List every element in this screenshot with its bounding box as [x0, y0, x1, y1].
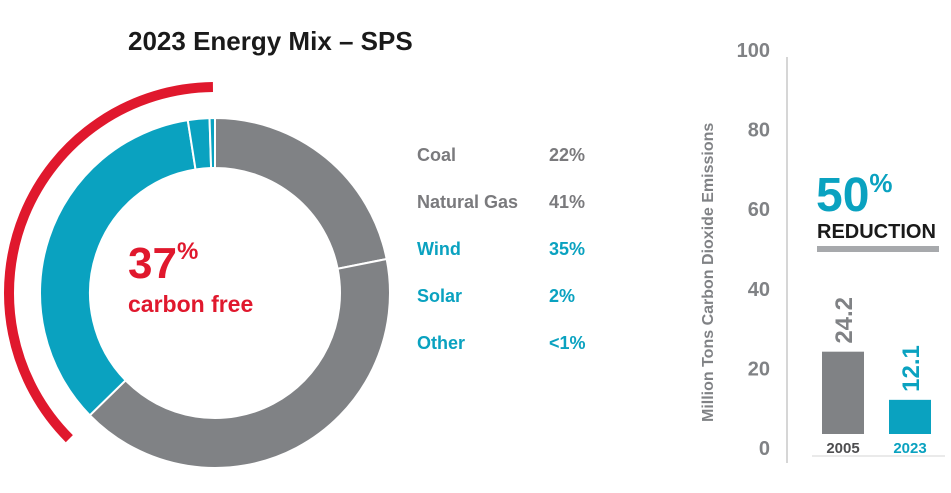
- legend-value-solar: 2%: [549, 286, 576, 306]
- legend-value-wind: 35%: [549, 239, 586, 259]
- y-tick-label: 0: [759, 438, 770, 460]
- carbon-free-unit: %: [176, 238, 199, 265]
- legend-label-natural-gas: Natural Gas: [417, 192, 519, 212]
- legend-value-coal: 22%: [549, 145, 586, 165]
- y-tick-label: 40: [748, 279, 770, 301]
- legend-label-coal: Coal: [417, 145, 457, 165]
- chart-title: 2023 Energy Mix – SPS: [128, 26, 413, 56]
- bar-2005: [822, 351, 864, 434]
- y-tick-label: 80: [748, 120, 770, 142]
- reduction-value: 50: [816, 169, 870, 222]
- reduction-divider: [817, 246, 939, 252]
- y-axis-label: Million Tons Carbon Dioxide Emissions: [700, 122, 717, 422]
- donut-slice-coal: [214, 116, 388, 270]
- x-category-label: 2005: [826, 440, 859, 457]
- donut-slice-natural-gas: [88, 257, 391, 469]
- donut-slice-wind: [39, 118, 197, 417]
- y-tick-label: 100: [737, 40, 770, 62]
- legend-label-wind: Wind: [417, 239, 461, 259]
- legend-value-other: <1%: [549, 333, 586, 353]
- legend-label-other: Other: [417, 333, 466, 353]
- donut-slice-other: [208, 116, 216, 170]
- carbon-free-label: carbon free: [128, 291, 254, 317]
- carbon-free-percent: 37%: [128, 239, 198, 288]
- carbon-free-arc: [4, 82, 213, 443]
- y-tick-label: 20: [748, 358, 770, 380]
- reduction-label: REDUCTION: [817, 221, 936, 243]
- energy-mix-donut: [4, 82, 391, 469]
- reduction-percent: 50%: [816, 169, 893, 222]
- legend-label-solar: Solar: [417, 286, 463, 306]
- carbon-free-value: 37: [128, 239, 177, 288]
- emissions-bar-chart: 0 20 40 60 80 100 24.2 2005 12.1 2023: [737, 40, 945, 463]
- y-tick-label: 60: [748, 199, 770, 221]
- bar-2023: [889, 399, 931, 434]
- bar-value-label: 24.2: [831, 297, 858, 344]
- legend-value-natural-gas: 41%: [549, 192, 586, 212]
- reduction-unit: %: [869, 168, 893, 198]
- bar-value-label: 12.1: [898, 345, 925, 392]
- x-category-label: 2023: [893, 440, 926, 457]
